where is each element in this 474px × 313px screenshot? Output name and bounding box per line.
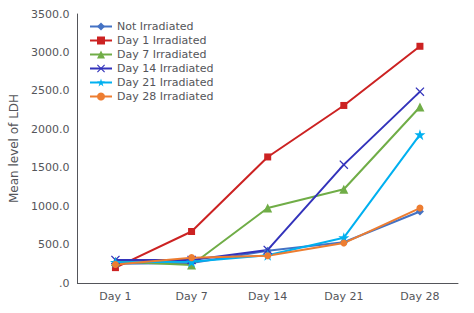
svg-text:Day 28: Day 28 [400, 290, 439, 303]
svg-text:Day 7: Day 7 [175, 290, 207, 303]
svg-text:3500.0: 3500.0 [31, 8, 70, 21]
svg-text:Day 28 Irradiated: Day 28 Irradiated [117, 90, 213, 103]
svg-text:1500.0: 1500.0 [31, 161, 70, 174]
svg-text:Day 1: Day 1 [99, 290, 131, 303]
svg-text:Mean level of LDH: Mean level of LDH [7, 94, 21, 203]
svg-text:500.0: 500.0 [38, 238, 70, 251]
svg-text:2500.0: 2500.0 [31, 84, 70, 97]
svg-text:1000.0: 1000.0 [31, 200, 70, 213]
svg-text:Day 21 Irradiated: Day 21 Irradiated [117, 76, 213, 89]
svg-text:.0: .0 [59, 277, 70, 290]
svg-text:Day 21: Day 21 [324, 290, 363, 303]
svg-text:2000.0: 2000.0 [31, 123, 70, 136]
svg-text:Not Irradiated: Not Irradiated [117, 20, 193, 33]
svg-text:3000.0: 3000.0 [31, 46, 70, 59]
svg-text:Day 14: Day 14 [248, 290, 287, 303]
svg-text:Day 1 Irradiated: Day 1 Irradiated [117, 34, 206, 47]
svg-text:Day 7 Irradiated: Day 7 Irradiated [117, 48, 206, 61]
svg-text:Day 14 Irradiated: Day 14 Irradiated [117, 62, 213, 75]
